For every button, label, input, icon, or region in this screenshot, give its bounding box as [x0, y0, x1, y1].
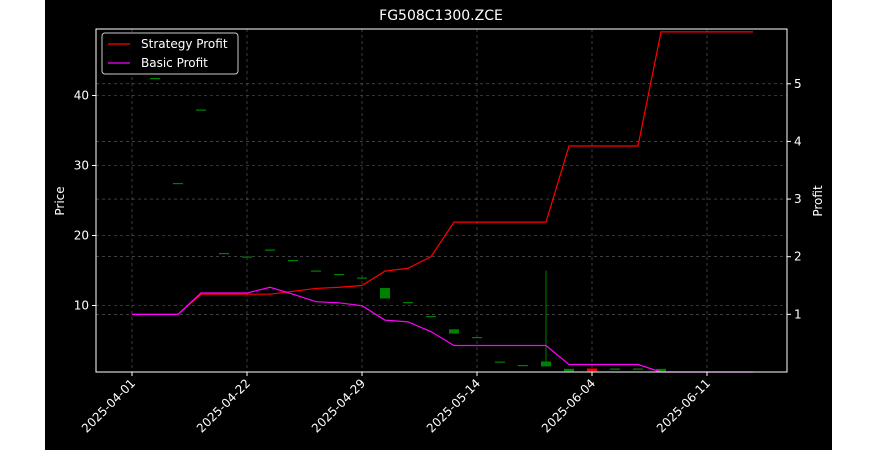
x-tick-label-2: 2025-04-29: [309, 376, 368, 435]
legend: Strategy Profit Basic Profit: [101, 32, 239, 75]
candle-body-17: [541, 361, 551, 367]
x-tick-label-1: 2025-04-22: [194, 376, 253, 435]
candle-body-15: [495, 361, 505, 363]
candle-body-6: [288, 260, 298, 262]
y-axis-label-right: Profit: [811, 185, 825, 217]
candle-body-5: [265, 249, 275, 251]
legend-frame: [101, 32, 239, 75]
candle-body-21: [633, 368, 643, 370]
chart-svg: FG508C1300.ZCE 10 20 30 40 1 2 3 4 5 2025-04-01 20…: [53, 8, 825, 435]
candle-body-1: [173, 183, 183, 185]
x-tick-label-0: 2025-04-01: [79, 376, 138, 435]
axes: 10 20 30 40 1 2 3 4 5 2025-04-01 2025-04-22 2025-04…: [74, 28, 802, 435]
y-axis-label-left: Price: [53, 186, 67, 215]
y-left-tick-label-2: 30: [74, 159, 89, 173]
candle-body-20: [610, 368, 620, 370]
candle-body-14: [472, 337, 482, 339]
y-right-tick-label-2: 3: [794, 192, 802, 206]
candle-body-3: [219, 253, 229, 255]
x-tick-label-3: 2025-05-14: [424, 376, 483, 435]
x-tick-label-4: 2025-06-04: [539, 376, 598, 435]
plot-frame: [95, 28, 788, 373]
y-left-tick-label-1: 20: [74, 229, 89, 243]
candle-body-22: [656, 368, 666, 372]
candle-body-16: [518, 365, 528, 367]
candlesticks: [150, 78, 666, 372]
y-right-tick-label-0: 1: [794, 307, 802, 321]
chart-title: FG508C1300.ZCE: [379, 8, 503, 24]
candle-body-2: [196, 109, 206, 111]
y-left-tick-label-3: 40: [74, 89, 89, 103]
x-tick-label-5: 2025-06-11: [654, 376, 713, 435]
profit-line-1: [132, 286, 753, 373]
candle-body-0: [150, 78, 160, 80]
y-right-tick-label-4: 5: [794, 77, 802, 91]
chart-figure: FG508C1300.ZCE 10 20 30 40 1 2 3 4 5 2025-04-01 20…: [45, 0, 832, 450]
candle-body-13: [449, 329, 459, 334]
legend-strategy-label: Strategy Profit: [141, 37, 228, 51]
y-right-tick-label-3: 4: [794, 134, 802, 148]
candle-body-11: [403, 302, 413, 304]
legend-basic-label: Basic Profit: [141, 56, 208, 70]
grid-lines: [96, 29, 787, 372]
candle-body-9: [357, 277, 367, 279]
candle-body-12: [426, 316, 436, 318]
candle-body-8: [334, 274, 344, 276]
candle-body-10: [380, 288, 390, 299]
candle-body-19: [587, 368, 597, 372]
y-left-tick-label-0: 10: [74, 299, 89, 313]
candle-body-7: [311, 270, 321, 272]
profit-line-0: [132, 31, 753, 315]
candle-body-18: [564, 368, 574, 372]
y-right-tick-label-1: 2: [794, 250, 802, 264]
profit-lines: [132, 31, 753, 373]
candle-body-4: [242, 256, 252, 258]
